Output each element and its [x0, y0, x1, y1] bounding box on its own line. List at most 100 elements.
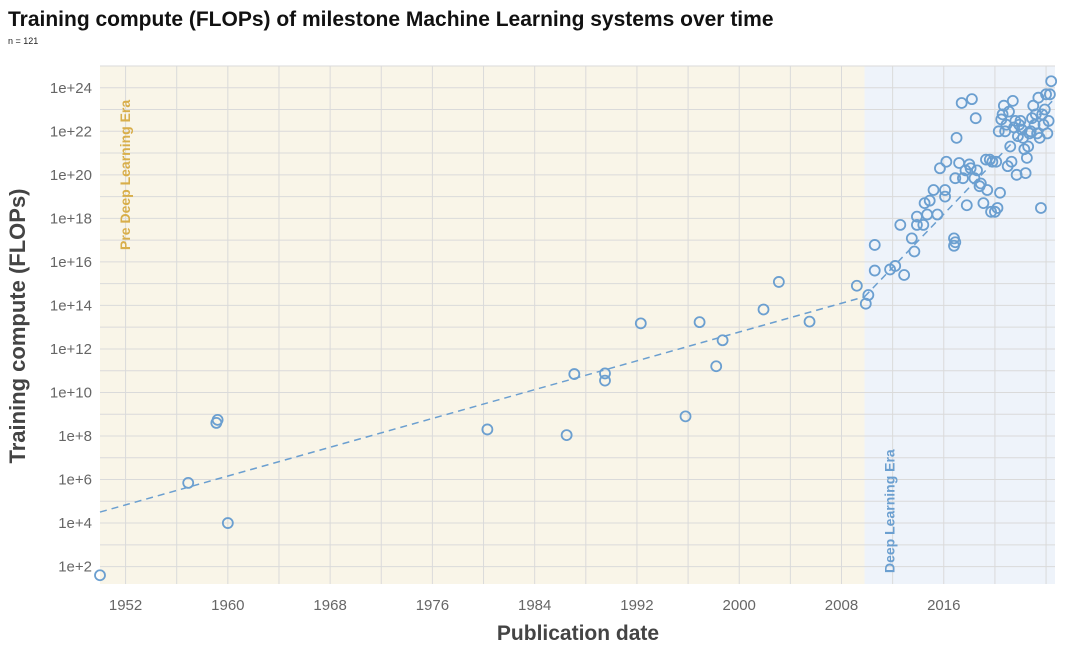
data-point: [917, 219, 930, 231]
y-tick-label: 1e+20: [50, 167, 92, 184]
y-tick-label: 1e+18: [50, 210, 92, 227]
data-point: [927, 184, 940, 196]
data-point: [560, 429, 573, 441]
y-tick-label: 1e+4: [58, 515, 92, 532]
x-tick-label: 1984: [518, 597, 551, 614]
data-point: [983, 153, 996, 166]
data-point: [949, 172, 962, 185]
data-point: [996, 108, 1009, 121]
sample-count: n = 121: [8, 36, 39, 46]
data-point: [905, 232, 918, 245]
data-point: [964, 162, 977, 175]
x-tick-label: 1992: [620, 597, 653, 614]
data-point: [599, 374, 611, 387]
data-point: [710, 360, 723, 373]
data-point: [1032, 91, 1045, 104]
data-point: [1006, 94, 1019, 107]
data-point: [934, 162, 946, 175]
era-labels: Pre Deep Learning Era Deep Learning Era: [117, 100, 898, 573]
data-point: [894, 219, 907, 231]
data-point: [568, 368, 581, 380]
data-point: [940, 155, 953, 168]
data-point: [898, 269, 911, 281]
data-point: [757, 303, 770, 316]
data-point: [1003, 105, 1015, 118]
data-point: [481, 423, 494, 436]
data-point: [211, 413, 224, 426]
x-tick-label: 2008: [825, 597, 858, 614]
data-point: [1035, 202, 1047, 214]
y-tick-label: 1e+16: [50, 254, 92, 271]
data-point: [974, 177, 987, 190]
data-point: [716, 334, 729, 347]
x-tick-label: 1952: [109, 597, 142, 614]
data-point: [969, 112, 982, 125]
trend-line-deep: [863, 100, 1053, 298]
data-point: [911, 219, 923, 231]
y-tick-label: 1e+24: [50, 80, 92, 97]
chart-title: Training compute (FLOPs) of milestone Ma…: [8, 8, 774, 31]
data-point: [1020, 151, 1033, 164]
trend-line-pre: [99, 296, 865, 513]
data-point: [1005, 155, 1018, 168]
data-point: [889, 260, 902, 272]
trend-lines: [99, 100, 1053, 513]
data-point: [1023, 127, 1036, 140]
x-tick-label: 2000: [723, 597, 756, 614]
era-label-deep: Deep Learning Era: [882, 449, 898, 573]
data-point: [957, 172, 969, 185]
data-point: [1045, 75, 1058, 88]
x-axis-ticks: 1952 1960 1968 1976 1984 1992 2000 2008 2016: [109, 597, 961, 614]
data-point: [950, 131, 963, 144]
data-point: [1019, 167, 1032, 180]
data-point: [1038, 103, 1051, 116]
data-point: [923, 194, 936, 207]
data-point: [939, 190, 951, 203]
data-point: [94, 569, 106, 582]
x-tick-label: 2016: [927, 597, 960, 614]
data-point: [994, 186, 1006, 199]
x-tick-label: 1960: [211, 597, 244, 614]
data-point: [985, 205, 997, 218]
data-point: [1043, 88, 1056, 101]
data-point: [868, 264, 881, 277]
data-point: [803, 315, 816, 328]
data-point: [1014, 115, 1027, 127]
era-background-deep: [864, 66, 1055, 584]
data-point: [1029, 108, 1042, 121]
data-point: [986, 155, 999, 168]
data-point: [1040, 88, 1052, 101]
data-point: [850, 279, 863, 292]
data-point: [949, 236, 962, 249]
data-point: [939, 184, 951, 196]
data-point: [693, 316, 706, 329]
data-points: [94, 75, 1058, 582]
data-point: [991, 202, 1004, 214]
data-point: [971, 164, 983, 177]
data-point: [772, 276, 785, 288]
data-point: [1026, 112, 1038, 125]
data-point: [862, 289, 875, 301]
y-tick-label: 1e+12: [50, 341, 92, 358]
data-point: [868, 239, 881, 251]
data-point: [1041, 127, 1054, 140]
data-point: [955, 97, 968, 109]
data-point: [679, 410, 692, 423]
data-point: [221, 517, 234, 529]
data-point: [1009, 115, 1022, 127]
data-point: [634, 317, 647, 330]
y-axis-ticks: 1e+2 1e+4 1e+6 1e+8 1e+10 1e+12 1e+14 1e+16 1e+1…: [50, 80, 92, 576]
data-point: [182, 477, 195, 489]
x-tick-label: 1976: [416, 597, 449, 614]
data-point: [977, 197, 990, 210]
data-point: [1012, 130, 1024, 143]
data-point: [1004, 140, 1017, 153]
y-tick-label: 1e+2: [58, 559, 92, 576]
data-point: [1022, 140, 1035, 153]
data-point: [1024, 125, 1037, 138]
data-point: [981, 184, 994, 196]
data-point: [1042, 115, 1055, 127]
y-tick-label: 1e+8: [58, 428, 92, 445]
data-point: [990, 155, 1003, 168]
